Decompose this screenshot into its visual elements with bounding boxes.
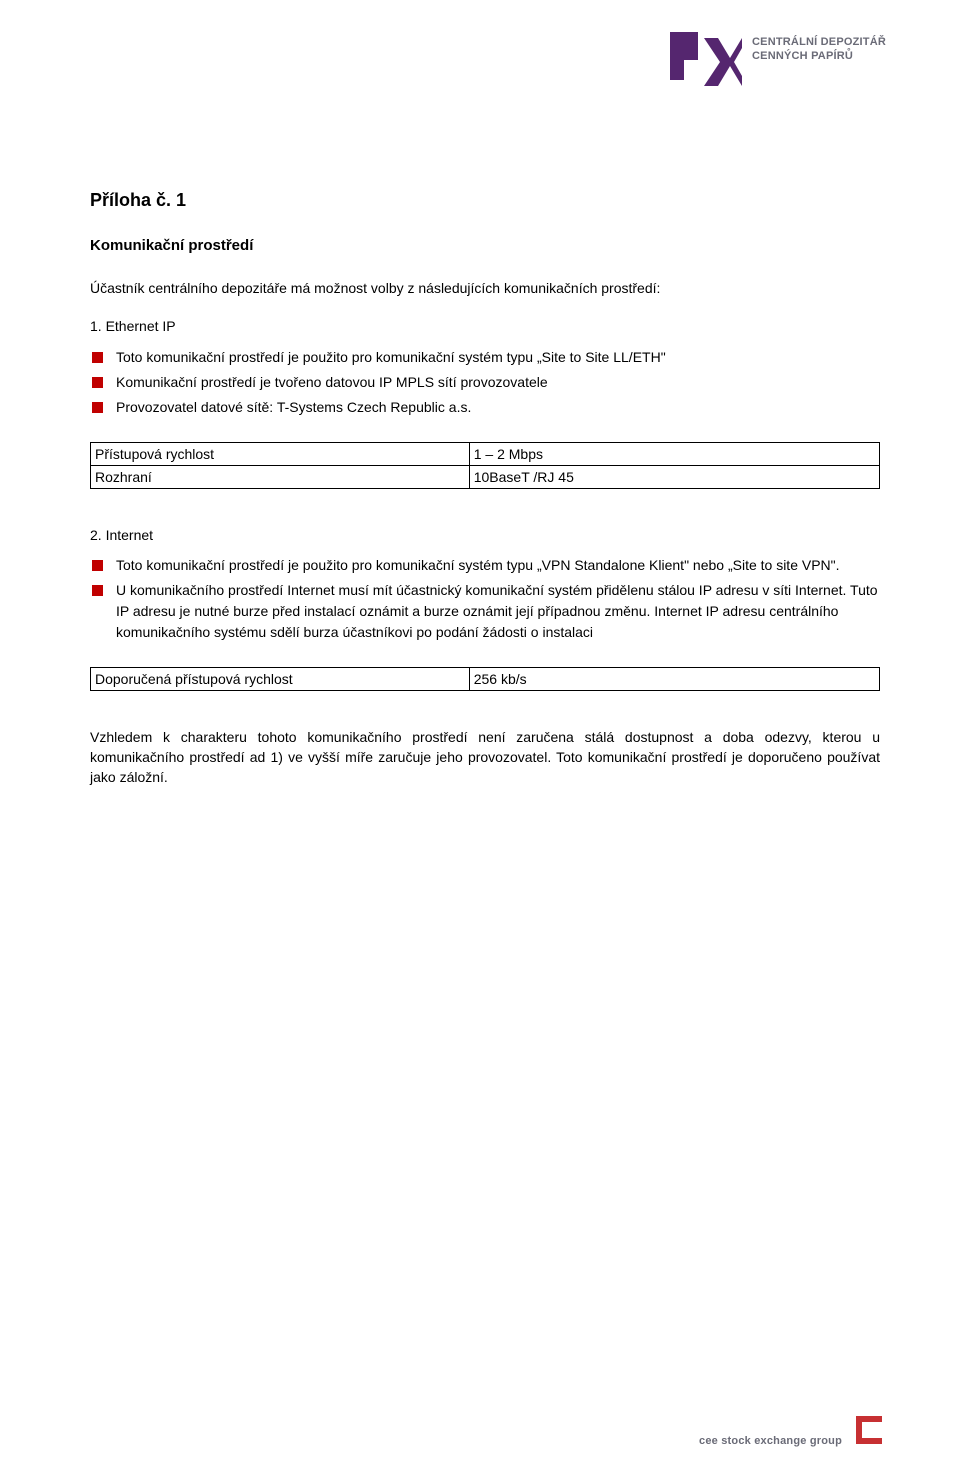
logo-label-line1: CENTRÁLNÍ DEPOZITÁŘ [752,36,886,50]
table-row: Přístupová rychlost 1 – 2 Mbps [91,442,880,465]
section1-heading: 1. Ethernet IP [90,316,880,336]
table-cell: 1 – 2 Mbps [469,442,879,465]
table-cell: 10BaseT /RJ 45 [469,465,879,488]
table-cell: Přístupová rychlost [91,442,470,465]
section2-heading: 2. Internet [90,525,880,545]
section1-bullet-list: Toto komunikační prostředí je použito pr… [90,347,880,418]
page-title: Příloha č. 1 [90,190,880,211]
page-subtitle: Komunikační prostředí [90,237,880,254]
list-item: Toto komunikační prostředí je použito pr… [90,347,880,368]
table-cell: Doporučená přístupová rychlost [91,667,470,690]
list-item: Komunikační prostředí je tvořeno datovou… [90,372,880,393]
table-row: Doporučená přístupová rychlost 256 kb/s [91,667,880,690]
cee-logo-icon [852,1414,886,1448]
footer-label: cee stock exchange group [699,1435,842,1448]
list-item: U komunikačního prostředí Internet musí … [90,580,880,643]
intro-paragraph: Účastník centrálního depozitáře má možno… [90,278,880,298]
document-body: Příloha č. 1 Komunikační prostředí Účast… [90,190,880,788]
table-cell: 256 kb/s [469,667,879,690]
table-cell: Rozhraní [91,465,470,488]
section2-table: Doporučená přístupová rychlost 256 kb/s [90,667,880,691]
table-row: Rozhraní 10BaseT /RJ 45 [91,465,880,488]
list-item: Toto komunikační prostředí je použito pr… [90,555,880,576]
header-logo-block: CENTRÁLNÍ DEPOZITÁŘ CENNÝCH PAPÍRŮ [670,32,886,92]
section2-bullet-list: Toto komunikační prostředí je použito pr… [90,555,880,643]
section1-table: Přístupová rychlost 1 – 2 Mbps Rozhraní … [90,442,880,489]
footer-block: cee stock exchange group [699,1414,886,1448]
outro-paragraph: Vzhledem k charakteru tohoto komunikační… [90,727,880,788]
page: CENTRÁLNÍ DEPOZITÁŘ CENNÝCH PAPÍRŮ Přílo… [0,0,960,1480]
logo-label-line2: CENNÝCH PAPÍRŮ [752,50,886,64]
logo-label: CENTRÁLNÍ DEPOZITÁŘ CENNÝCH PAPÍRŮ [752,36,886,64]
list-item: Provozovatel datové sítě: T-Systems Czec… [90,397,880,418]
px-logo-icon [670,32,742,92]
